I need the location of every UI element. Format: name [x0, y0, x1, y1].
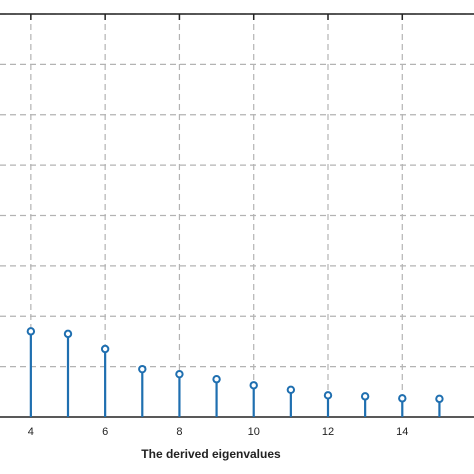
x-tick-label-2: 8: [176, 426, 182, 438]
x-tick-label-4: 12: [322, 426, 334, 438]
stem-marker-3: [138, 364, 147, 374]
x-tick-label-1: 6: [102, 426, 108, 438]
x-tick-label-5: 14: [396, 426, 408, 438]
stem-marker-11: [435, 394, 444, 404]
x-axis-title: The derived eigenvalues: [141, 447, 281, 461]
stem-marker-5: [212, 375, 221, 384]
x-tick-label-3: 10: [248, 426, 260, 438]
stems: [26, 327, 444, 417]
stem-marker-0: [26, 327, 36, 336]
stem-marker-10: [398, 394, 407, 403]
stem-marker-9: [360, 392, 370, 401]
stem-marker-8: [323, 391, 333, 400]
stem-marker-1: [63, 329, 73, 339]
x-tick-labels: 4 6 8 10 12 14: [28, 426, 409, 438]
x-tick-label-0: 4: [28, 426, 34, 438]
stem-marker-6: [249, 381, 258, 390]
stem-marker-7: [286, 385, 296, 394]
stem-marker-4: [175, 369, 184, 379]
stem-marker-2: [100, 344, 110, 354]
grid-lines: [0, 13, 474, 417]
